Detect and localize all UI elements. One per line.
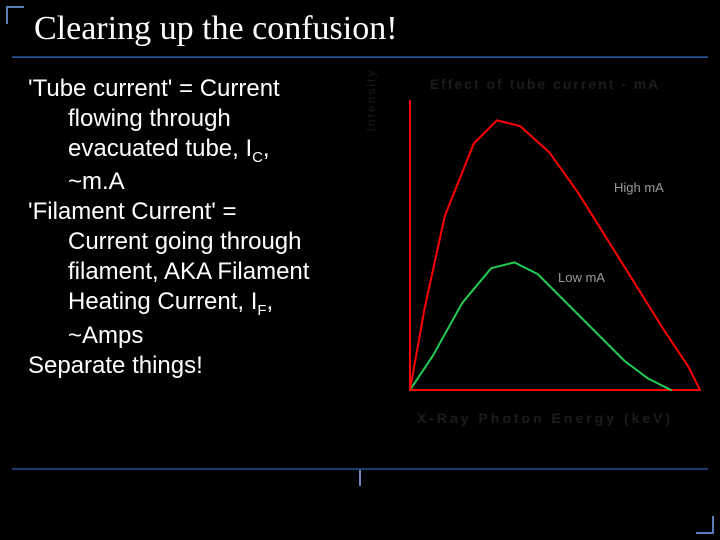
chart-xlabel: X-Ray Photon Energy (keV) <box>370 410 720 426</box>
legend-high-ma: High mA <box>614 180 664 195</box>
body-text-block: 'Tube current' = Current flowing through… <box>28 74 354 381</box>
body-p1-l4: ~m.A <box>28 168 125 195</box>
body-p2-l5: ~Amps <box>28 322 143 349</box>
legend-low-ma: Low mA <box>558 270 605 285</box>
body-p2-l4b: , <box>267 288 274 315</box>
slide: Clearing up the confusion! 'Tube current… <box>0 0 720 540</box>
corner-decoration-bottom-right <box>696 516 714 534</box>
body-p1-l3b: , <box>263 135 270 162</box>
body-p3: Separate things! <box>28 351 354 381</box>
body-p2-l1: 'Filament Current' = <box>28 198 237 225</box>
body-p1-l2: flowing through <box>28 105 231 132</box>
body-p1-l1: 'Tube current' = Current <box>28 75 280 102</box>
chart-ylabel: Intensity <box>364 30 378 170</box>
body-p2-l4a: Heating Current, I <box>28 288 257 315</box>
body-p2-sub: F <box>257 303 266 319</box>
chart-svg <box>370 70 720 430</box>
slide-title: Clearing up the confusion! <box>34 10 398 48</box>
body-p2-l2: Current going through <box>28 228 301 255</box>
title-underline <box>12 56 708 58</box>
body-p1-l3a: evacuated tube, I <box>28 135 252 162</box>
body-p1-sub: C <box>252 150 263 166</box>
corner-decoration-top-left <box>6 6 24 24</box>
chart-area: Effect of tube current - mA Intensity Hi… <box>370 70 720 430</box>
body-p2-l3: filament, AKA Filament <box>28 258 309 285</box>
bottom-tick <box>359 470 361 486</box>
chart-title: Effect of tube current - mA <box>370 76 720 92</box>
